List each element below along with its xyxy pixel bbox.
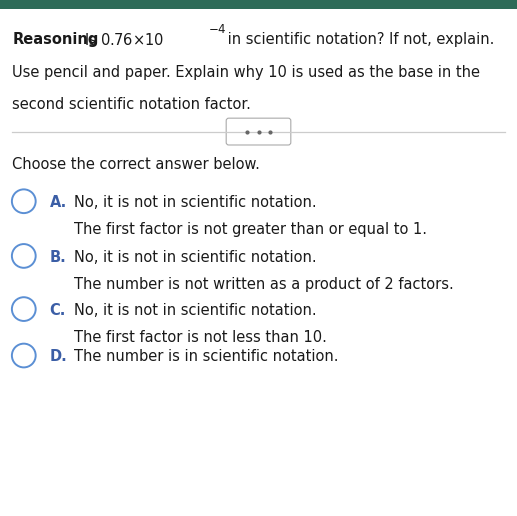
Text: The first factor is not less than 10.: The first factor is not less than 10. (74, 330, 327, 345)
Text: The number is not written as a product of 2 factors.: The number is not written as a product o… (74, 277, 454, 292)
Text: No, it is not in scientific notation.: No, it is not in scientific notation. (74, 250, 316, 265)
Text: $-4$: $-4$ (208, 23, 226, 36)
Text: in scientific notation? If not, explain.: in scientific notation? If not, explain. (223, 32, 495, 47)
Text: B.: B. (50, 250, 66, 265)
Text: Reasoning: Reasoning (12, 32, 99, 47)
Text: Use pencil and paper. Explain why 10 is used as the base in the: Use pencil and paper. Explain why 10 is … (12, 64, 480, 79)
Text: No, it is not in scientific notation.: No, it is not in scientific notation. (74, 195, 316, 210)
Text: No, it is not in scientific notation.: No, it is not in scientific notation. (74, 303, 316, 318)
Text: The first factor is not greater than or equal to 1.: The first factor is not greater than or … (74, 222, 427, 237)
Text: D.: D. (50, 349, 67, 364)
Bar (0, 0, 517, 9)
Text: The number is in scientific notation.: The number is in scientific notation. (74, 349, 339, 364)
Text: C.: C. (50, 303, 66, 318)
FancyBboxPatch shape (226, 118, 291, 145)
Text: Is 0.76$\times$10: Is 0.76$\times$10 (84, 32, 164, 48)
Text: second scientific notation factor.: second scientific notation factor. (12, 97, 251, 112)
Text: A.: A. (50, 195, 67, 210)
Text: Choose the correct answer below.: Choose the correct answer below. (12, 157, 260, 172)
